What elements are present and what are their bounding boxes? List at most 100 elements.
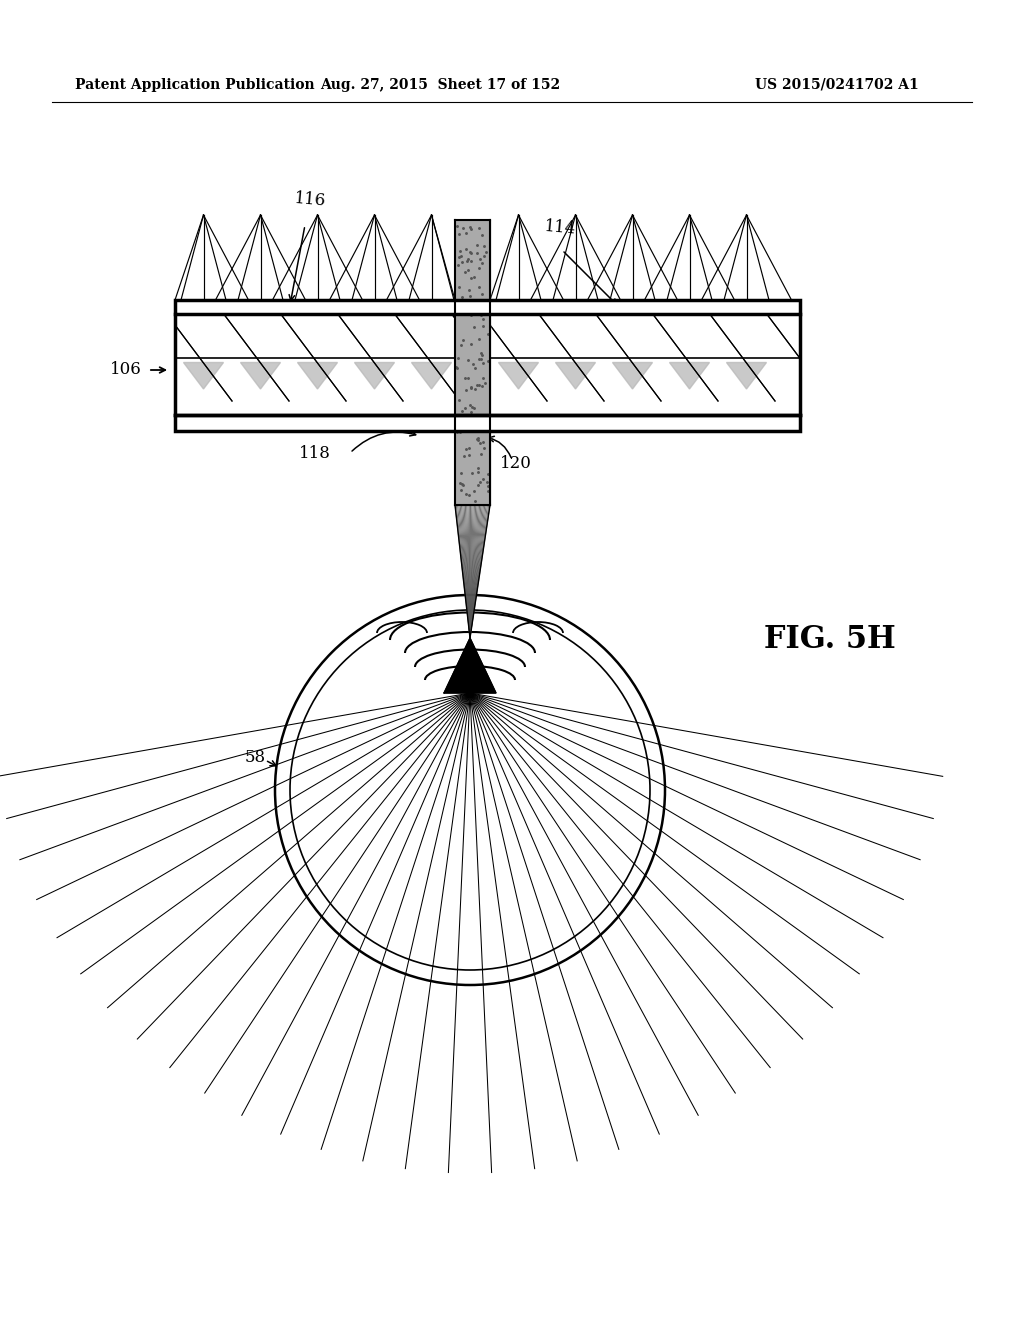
Point: [466, 480, 482, 502]
Point: [450, 255, 466, 276]
Polygon shape: [183, 363, 223, 389]
Point: [458, 222, 474, 243]
Point: [476, 235, 493, 256]
Polygon shape: [412, 363, 452, 389]
Point: [471, 276, 487, 297]
Point: [480, 350, 497, 371]
Point: [475, 432, 492, 453]
Point: [478, 471, 495, 492]
Point: [462, 242, 478, 263]
Point: [453, 462, 469, 483]
Polygon shape: [298, 363, 338, 389]
Bar: [175, 414, 800, 432]
Polygon shape: [555, 363, 596, 389]
Polygon shape: [241, 363, 281, 389]
Point: [464, 354, 480, 375]
Point: [475, 352, 492, 374]
Point: [469, 235, 485, 256]
Polygon shape: [444, 638, 496, 693]
Point: [463, 218, 479, 239]
Point: [458, 412, 474, 433]
Point: [455, 286, 471, 308]
Text: 116: 116: [294, 190, 327, 210]
Point: [476, 437, 493, 458]
Point: [471, 432, 487, 453]
Point: [467, 379, 483, 400]
Point: [469, 375, 485, 396]
Point: [462, 395, 478, 416]
Point: [472, 248, 488, 269]
Point: [458, 483, 474, 504]
Point: [463, 334, 479, 355]
Point: [470, 457, 486, 478]
Point: [461, 445, 477, 466]
Point: [459, 251, 475, 272]
Point: [471, 329, 487, 350]
Point: [473, 376, 489, 397]
Point: [462, 216, 478, 238]
Text: Patent Application Publication: Patent Application Publication: [75, 78, 314, 92]
Point: [470, 430, 486, 451]
Point: [454, 252, 470, 273]
Point: [463, 305, 479, 326]
Point: [471, 471, 487, 492]
Point: [457, 261, 473, 282]
Point: [457, 367, 473, 388]
Point: [467, 490, 483, 511]
Point: [451, 389, 467, 411]
Point: [454, 400, 470, 421]
Point: [456, 218, 472, 239]
Point: [480, 480, 497, 502]
Point: [458, 380, 474, 401]
Point: [463, 462, 479, 483]
Point: [453, 335, 469, 356]
Point: [461, 484, 477, 506]
Point: [473, 292, 489, 313]
Point: [473, 343, 489, 364]
Polygon shape: [354, 363, 394, 389]
Point: [475, 469, 492, 490]
Polygon shape: [612, 363, 652, 389]
Point: [449, 421, 465, 442]
Point: [458, 238, 474, 259]
Point: [461, 437, 477, 458]
Point: [475, 309, 492, 330]
Point: [456, 445, 472, 466]
Point: [460, 350, 476, 371]
Point: [467, 358, 483, 379]
Text: 106: 106: [110, 362, 141, 379]
Point: [469, 242, 485, 263]
Text: Aug. 27, 2015  Sheet 17 of 152: Aug. 27, 2015 Sheet 17 of 152: [319, 78, 560, 92]
Point: [452, 473, 468, 494]
Point: [450, 358, 466, 379]
Point: [475, 367, 492, 388]
Point: [474, 284, 490, 305]
Point: [471, 375, 487, 396]
Point: [471, 257, 487, 279]
Point: [466, 267, 482, 288]
Point: [474, 298, 490, 319]
Point: [451, 247, 467, 268]
Point: [473, 345, 489, 366]
Point: [479, 323, 496, 345]
Point: [463, 401, 479, 422]
Point: [463, 268, 479, 289]
Point: [473, 300, 489, 321]
Point: [466, 397, 482, 418]
Point: [471, 348, 487, 370]
Point: [478, 296, 495, 317]
Point: [477, 372, 494, 393]
Point: [455, 475, 471, 496]
Point: [449, 215, 465, 236]
Point: [452, 422, 468, 444]
Point: [451, 276, 467, 297]
Text: 114: 114: [544, 218, 577, 238]
Point: [473, 224, 489, 246]
Text: FIG. 5H: FIG. 5H: [764, 624, 896, 656]
Point: [466, 317, 482, 338]
Point: [454, 246, 470, 267]
Point: [452, 290, 468, 312]
Point: [457, 397, 473, 418]
Text: 120: 120: [500, 454, 531, 471]
Point: [470, 301, 486, 322]
